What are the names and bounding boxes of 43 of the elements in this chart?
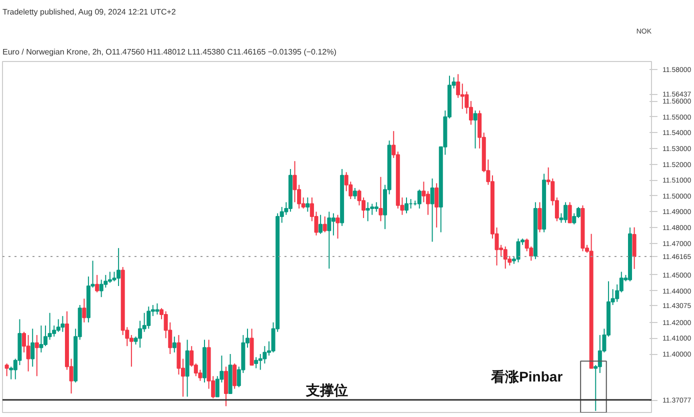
candlestick (95, 274, 100, 293)
candlestick (146, 306, 151, 330)
candlestick (4, 362, 9, 377)
candlestick (473, 110, 478, 149)
candlestick (422, 181, 426, 203)
annotation: 看涨Pinbar (490, 368, 564, 384)
candlestick (503, 246, 508, 270)
candlestick (306, 196, 310, 212)
candlestick (516, 238, 520, 263)
candlestick (378, 176, 383, 222)
ref-line-label: 支撑位 (305, 382, 348, 398)
candlestick (456, 74, 460, 98)
candlestick (99, 279, 104, 298)
candlestick (318, 214, 323, 234)
candlestick (34, 334, 39, 377)
candlestick (374, 202, 378, 212)
candlestick (331, 212, 336, 236)
candlestick (336, 214, 340, 240)
candlestick (417, 189, 422, 210)
chart-subtitle: Euro / Norwegian Krone, 2h, O11.47560 H11.48012 L11.45380 C11.46165 −0.01395 (−0.12%) (2, 48, 337, 56)
chart-title: Tradeletty published, Aug 09, 2024 12:21 UTC+2 (2, 8, 176, 16)
candlestick (232, 362, 237, 390)
candlestick (172, 336, 176, 353)
candlestick (39, 325, 44, 353)
candlestick (26, 334, 30, 372)
candlestick (224, 366, 228, 407)
candlestick (56, 318, 60, 332)
candlestick (538, 202, 542, 233)
candlestick (460, 83, 464, 110)
candlestick (568, 202, 572, 224)
candlestick (322, 216, 327, 233)
candlestick (352, 187, 357, 200)
candlestick (60, 316, 65, 332)
candlestick (434, 182, 439, 228)
candlestick (327, 211, 332, 270)
candlestick (404, 196, 409, 214)
candlestick (366, 202, 370, 222)
candlestick (30, 328, 35, 368)
candlestick (254, 356, 258, 369)
candlestick (82, 298, 86, 323)
candlestick (430, 178, 434, 242)
candlestick (632, 226, 636, 270)
candlestick (155, 302, 160, 315)
